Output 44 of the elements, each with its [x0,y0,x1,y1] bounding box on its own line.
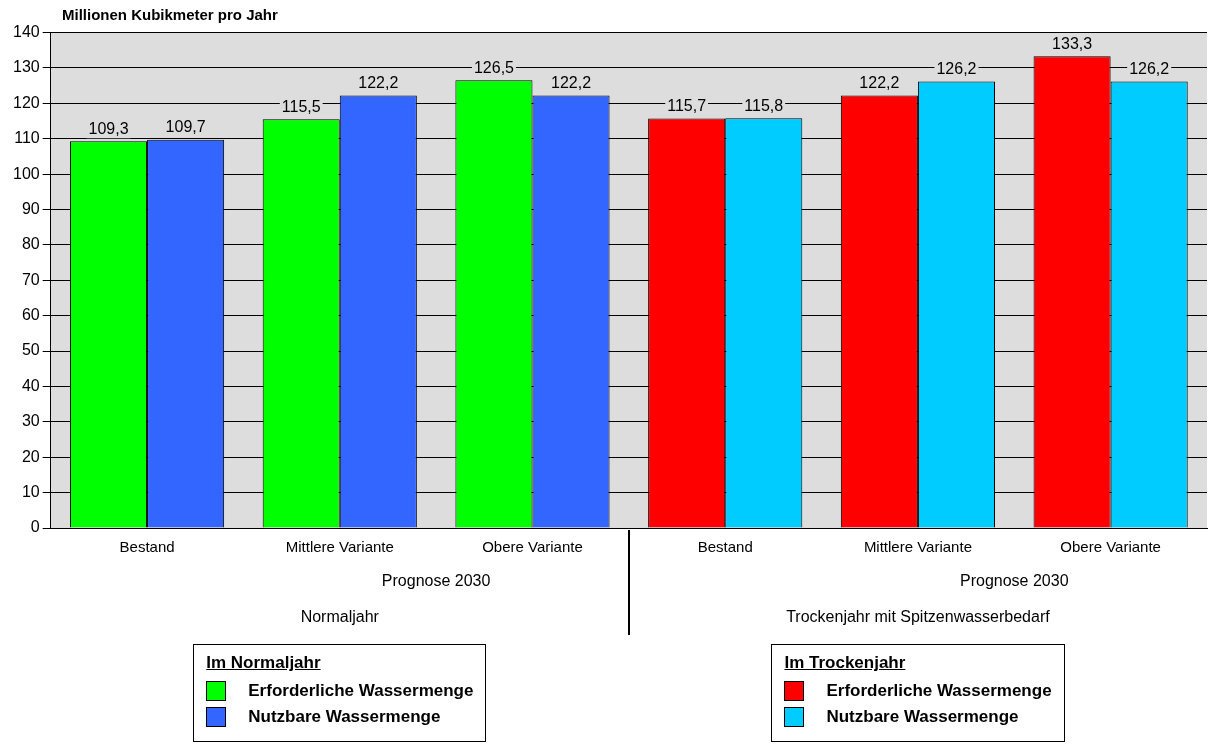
legend-label: Erforderliche Wassermenge [826,681,1052,701]
text: Im Trockenjahr [784,653,907,673]
data-label: 122,2 [358,73,399,91]
data-label: 126,5 [473,58,515,76]
y-tick-label: 0 [30,518,40,536]
y-axis-title: Millionen Kubikmeter pro Jahr [62,6,278,23]
y-tick-label: 130 [12,58,40,76]
y-tick-label: 110 [14,129,40,147]
y-tick-label: 70 [21,270,40,288]
data-label: 122,2 [551,73,592,91]
legend-label: Nutzbare Wassermenge [826,707,1019,727]
legend-label: Erforderliche Wassermenge [248,681,474,701]
data-label: 115,5 [281,97,321,115]
x-tick-label: Mittlere Variante [863,538,972,556]
text: Prognose 2030 [381,572,491,590]
data-label: 109,7 [165,118,206,136]
data-label: 126,2 [1129,59,1170,77]
text: Prognose 2030 [960,572,1069,590]
y-tick-label: 20 [21,447,40,465]
y-tick-label: 10 [21,483,40,501]
y-tick-label: 120 [12,93,40,111]
x-tick-label: Obere Variante [482,538,583,556]
text: Im Normaljahr [206,653,322,673]
text: Trockenjahr mit Spitzenwasserbedarf [786,608,1051,626]
x-tick-label: Mittlere Variante [285,538,394,556]
data-label: 122,2 [859,73,900,91]
y-tick-label: 80 [21,235,40,253]
y-tick-label: 40 [21,376,40,394]
legend-label: Nutzbare Wassermenge [248,707,441,727]
y-tick-label: 50 [21,341,40,359]
x-tick-label: Bestand [119,538,175,556]
data-label: 109,3 [88,119,129,137]
y-tick-label: 100 [12,164,40,182]
x-tick-label: Obere Variante [1060,538,1161,556]
data-label: 115,8 [744,96,784,114]
data-label: 115,7 [667,96,707,114]
y-tick-label: 90 [21,199,40,217]
data-label: 126,2 [936,59,977,77]
x-tick-label: Bestand [697,538,753,556]
data-label: 133,3 [1052,34,1093,52]
y-tick-label: 140 [12,23,40,41]
y-tick-label: 60 [21,306,40,324]
y-tick-label: 30 [21,412,40,430]
text: Normaljahr [300,608,380,626]
